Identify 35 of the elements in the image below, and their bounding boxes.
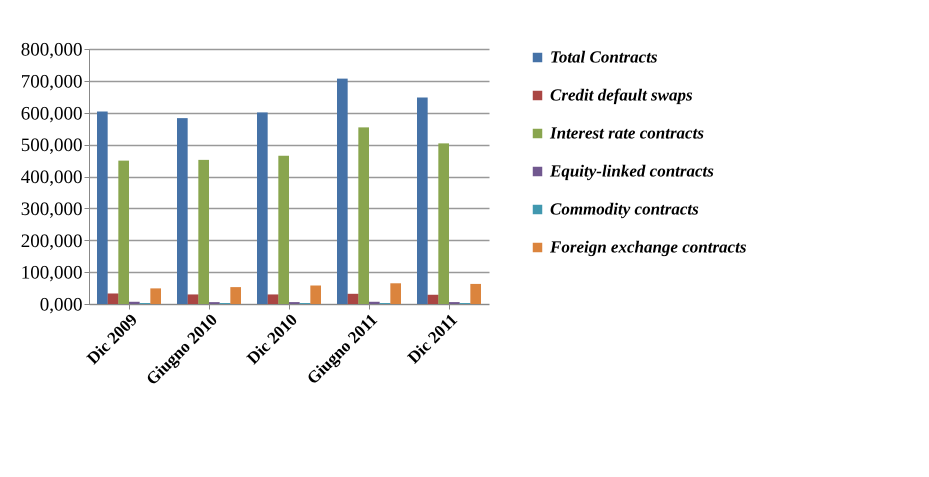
bar [310,286,321,304]
bar [438,143,449,304]
y-tick-label: 800,000 [20,40,82,60]
bar [348,294,358,304]
bar [108,293,118,304]
bar [268,294,278,304]
y-tick-label: 200,000 [20,230,82,252]
legend-label: Equity-linked contracts [549,162,714,180]
legend-label: Credit default swaps [550,86,694,104]
legend-label: Total Contracts [550,48,658,66]
bar [198,160,209,304]
legend-label: Commodity contracts [550,200,700,218]
bar [278,156,289,304]
bar [390,283,401,304]
bar [417,97,428,304]
y-tick-label: 100,000 [20,262,82,284]
legend-label: Foreign exchange contracts [549,238,747,256]
bar [150,288,161,304]
bar [177,118,188,304]
y-tick-label: 0,000 [40,294,82,316]
y-tick-label: 700,000 [20,71,82,92]
bar [470,284,481,304]
y-tick-label: 400,000 [20,167,82,188]
bar [230,287,241,304]
y-tick-label: 500,000 [20,135,82,156]
y-tick-label: 600,000 [20,103,82,124]
bar [118,160,129,304]
y-tick-label: 300,000 [20,198,82,220]
bar [358,127,369,304]
bar [97,111,108,304]
bar [428,294,438,304]
legend-label: Interest rate contracts [549,124,704,142]
bar [188,294,198,304]
bar [257,112,268,304]
bar [337,78,348,304]
